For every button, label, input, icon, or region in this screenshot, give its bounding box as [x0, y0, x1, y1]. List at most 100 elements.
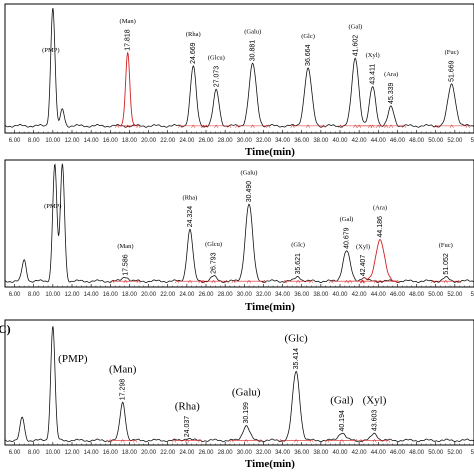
- x-tick-label: 38.00: [313, 138, 329, 144]
- x-tick-label: 40.00: [332, 292, 348, 298]
- integration-marker: [353, 124, 358, 129]
- x-tick-label: 48.00: [409, 292, 425, 298]
- integration-marker: [358, 438, 363, 443]
- x-tick-label: 22.00: [160, 450, 176, 456]
- integration-marker: [433, 124, 438, 129]
- x-tick-label: 48.00: [409, 138, 425, 144]
- integration-marker: [465, 124, 470, 129]
- peak-label: (Fuc): [445, 49, 459, 56]
- x-tick-label: 36.00: [294, 138, 310, 144]
- x-tick-label: 50.00: [428, 292, 444, 298]
- x-tick-label: 10.00: [45, 450, 61, 456]
- x-tick-label: 46.00: [390, 292, 406, 298]
- integration-marker: [360, 279, 365, 284]
- plot-frame: [4, 159, 474, 288]
- x-tick-label: 40.00: [332, 138, 348, 144]
- peak-label: (Rha): [186, 31, 201, 38]
- x-tick-label: 44.00: [371, 292, 387, 298]
- x-tick-label: 8.00: [28, 292, 40, 298]
- retention-time-label: 35.621: [295, 253, 302, 275]
- peak-label: (Xyl): [356, 243, 370, 250]
- x-tick-label: 22.00: [160, 138, 176, 144]
- x-tick-label: 24.00: [179, 292, 195, 298]
- integration-marker: [338, 124, 343, 129]
- integration-marker: [224, 279, 229, 284]
- integration-marker: [211, 279, 216, 284]
- x-tick-label: 54: [471, 138, 474, 144]
- x-tick-label: 38.00: [313, 450, 329, 456]
- retention-time-label: 40.194: [339, 410, 346, 432]
- peak-label: (Man): [120, 18, 136, 25]
- x-tick-label: 32.00: [256, 292, 272, 298]
- x-tick-label: 16.00: [103, 138, 119, 144]
- integration-marker: [204, 124, 209, 129]
- x-axis-label: Time(min): [245, 146, 295, 158]
- peak-label: (Gal): [348, 23, 362, 30]
- integration-marker: [201, 124, 206, 129]
- x-tick-label: 36.00: [294, 450, 310, 456]
- x-tick-label: 6.00: [9, 138, 21, 144]
- integration-marker: [309, 279, 314, 284]
- x-tick-label: 34.00: [275, 292, 291, 298]
- integration-marker: [250, 124, 255, 129]
- peak-label: (Man): [109, 363, 137, 375]
- integration-marker: [449, 124, 454, 129]
- x-tick-label: 24.00: [179, 138, 195, 144]
- x-tick-label: 30.00: [237, 138, 253, 144]
- x-tick-label: 42.00: [352, 138, 368, 144]
- x-tick-label: 16.00: [103, 450, 119, 456]
- integration-marker: [214, 124, 219, 129]
- integration-marker: [395, 279, 400, 284]
- integration-marker: [329, 279, 334, 284]
- x-tick-label: 52.00: [447, 292, 463, 298]
- retention-time-label: 44.186: [377, 216, 384, 238]
- integration-marker: [456, 279, 461, 284]
- integration-marker: [266, 124, 271, 129]
- x-tick-label: 28.00: [218, 138, 234, 144]
- x-tick-label: 20.00: [141, 450, 157, 456]
- integration-marker: [227, 124, 232, 129]
- peak-label: (Gal): [330, 395, 354, 407]
- integration-marker: [361, 279, 366, 284]
- x-tick-label: 16.00: [103, 292, 119, 298]
- integration-marker: [136, 124, 141, 129]
- x-tick-label: 36.00: [294, 292, 310, 298]
- integration-marker: [108, 438, 113, 443]
- x-tick-label: 34.00: [275, 138, 291, 144]
- x-tick-label: 8.00: [28, 450, 40, 456]
- x-tick-label: 52.00: [447, 138, 463, 144]
- peak-label: (Glcu): [205, 241, 222, 248]
- chromatogram-trace: [4, 163, 474, 283]
- panel-label: C): [0, 322, 11, 336]
- retention-time-label: 41.602: [352, 35, 359, 57]
- peak-label: (Fuc): [439, 242, 453, 249]
- peak-label: (PMP): [42, 47, 59, 54]
- x-tick-label: 32.00: [256, 138, 272, 144]
- retention-time-label: 45.339: [388, 82, 395, 104]
- integration-marker: [278, 438, 283, 443]
- integration-marker: [185, 438, 190, 443]
- peak-label: (Ara): [373, 205, 387, 212]
- chromatogram-trace: [4, 326, 474, 443]
- x-tick-label: 26.00: [198, 292, 214, 298]
- x-tick-label: 6.00: [9, 292, 21, 298]
- integration-marker: [357, 124, 362, 129]
- x-tick-label: 12.00: [64, 138, 80, 144]
- x-tick-label: 26.00: [198, 450, 214, 456]
- peak-label: (PMP): [58, 353, 88, 365]
- integration-marker: [344, 279, 349, 284]
- peak-label: (Glcu): [208, 54, 225, 61]
- retention-time-label: 24.669: [190, 42, 197, 64]
- integration-marker: [187, 279, 192, 284]
- x-tick-label: 30.00: [237, 450, 253, 456]
- x-tick-label: 28.00: [218, 292, 234, 298]
- x-tick-label: 12.00: [64, 450, 80, 456]
- x-tick-label: 34.00: [275, 450, 291, 456]
- retention-time-label: 17.818: [125, 29, 132, 51]
- plot-frame: [4, 3, 474, 134]
- integration-marker: [443, 279, 448, 284]
- x-tick-label: 22.00: [160, 292, 176, 298]
- integration-marker: [376, 124, 381, 129]
- integration-marker: [258, 438, 263, 443]
